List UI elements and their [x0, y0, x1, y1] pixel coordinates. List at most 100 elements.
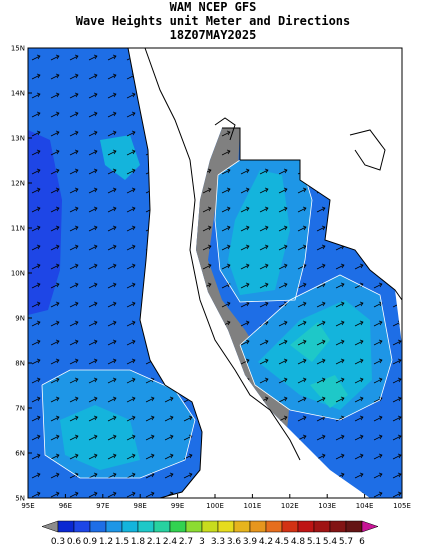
arrow — [69, 434, 79, 441]
arrow — [392, 358, 402, 365]
colorbar-label: 4.5 — [275, 537, 289, 547]
arrow — [240, 301, 250, 308]
arrow — [316, 206, 326, 213]
arrow — [88, 206, 98, 213]
coastline — [349, 129, 386, 171]
arrow — [31, 225, 41, 232]
arrow — [221, 301, 231, 308]
arrow — [164, 415, 174, 422]
arrow — [88, 92, 98, 99]
arrow — [69, 301, 79, 308]
lat-label: 7N — [15, 405, 25, 413]
arrow — [50, 149, 60, 156]
lat-label: 12N — [11, 180, 25, 188]
arrow — [50, 320, 60, 327]
arrow — [335, 377, 345, 384]
arrow — [107, 187, 117, 194]
arrow — [31, 282, 41, 289]
arrow — [50, 377, 60, 384]
arrow — [392, 396, 402, 403]
arrow — [88, 263, 98, 270]
arrow — [31, 377, 41, 384]
colorbar-label: 1.2 — [99, 537, 113, 547]
arrow — [88, 187, 98, 194]
arrow — [392, 472, 402, 479]
arrow — [202, 263, 212, 270]
arrow — [354, 434, 364, 441]
arrow — [354, 472, 364, 479]
colorbar-label: 4.8 — [291, 537, 306, 547]
arrow — [107, 92, 117, 99]
arrow — [335, 301, 345, 308]
arrow — [69, 282, 79, 289]
arrow — [50, 339, 60, 346]
arrow — [335, 358, 345, 365]
title-line: WAM NCEP GFS — [170, 0, 257, 14]
arrow — [278, 377, 288, 384]
arrow — [316, 263, 326, 270]
lon-label: 96E — [59, 502, 72, 510]
arrow — [278, 339, 288, 346]
arrow — [69, 187, 79, 194]
arrow — [316, 301, 326, 308]
arrow — [164, 434, 174, 441]
arrow — [31, 415, 41, 422]
arrow — [88, 282, 98, 289]
arrow — [297, 358, 307, 365]
arrow — [31, 434, 41, 441]
title-line: Wave Heights unit Meter and Directions — [76, 14, 351, 28]
arrow — [126, 111, 136, 118]
arrow — [221, 168, 231, 175]
arrow — [316, 320, 326, 327]
colorbar-label: 3.3 — [211, 537, 225, 547]
arrow — [259, 263, 269, 270]
arrow — [297, 244, 307, 251]
arrow — [107, 149, 117, 156]
coastline — [214, 117, 236, 141]
arrow — [107, 453, 117, 460]
arrow — [88, 73, 98, 80]
arrow — [297, 320, 307, 327]
arrow — [354, 339, 364, 346]
arrow — [373, 320, 383, 327]
colorbar-cell — [105, 520, 123, 533]
arrow — [335, 263, 345, 270]
arrow — [240, 225, 250, 232]
lon-label: 101E — [244, 502, 262, 510]
arrow — [145, 491, 155, 498]
arrow — [316, 225, 326, 232]
arrow — [354, 396, 364, 403]
arrow — [259, 187, 269, 194]
arrow — [316, 453, 326, 460]
arrow — [31, 149, 41, 156]
arrow — [259, 358, 269, 365]
arrow — [69, 225, 79, 232]
arrow — [278, 168, 288, 175]
arrow — [373, 377, 383, 384]
title-line: 18Z07MAY2025 — [170, 28, 257, 42]
colorbar-cell — [89, 520, 107, 533]
colorbar-label: 3 — [199, 537, 205, 547]
arrow — [107, 130, 117, 137]
colorbar-label: 1.8 — [131, 537, 146, 547]
arrow — [31, 472, 41, 479]
arrow — [164, 453, 174, 460]
arrow — [88, 491, 98, 498]
arrow — [69, 244, 79, 251]
colorbar-cell — [201, 520, 219, 533]
arrow — [297, 206, 307, 213]
arrow — [316, 244, 326, 251]
arrow — [278, 320, 288, 327]
arrow — [145, 415, 155, 422]
arrow — [50, 244, 60, 251]
colorbar-cell — [345, 520, 363, 533]
lat-label: 11N — [11, 225, 25, 233]
arrow — [107, 491, 117, 498]
arrow — [88, 111, 98, 118]
colorbar-cell — [57, 520, 75, 533]
lon-label: 102E — [281, 502, 299, 510]
arrow — [221, 263, 231, 270]
arrow — [31, 339, 41, 346]
arrow — [126, 149, 136, 156]
colorbar-cell — [297, 520, 315, 533]
